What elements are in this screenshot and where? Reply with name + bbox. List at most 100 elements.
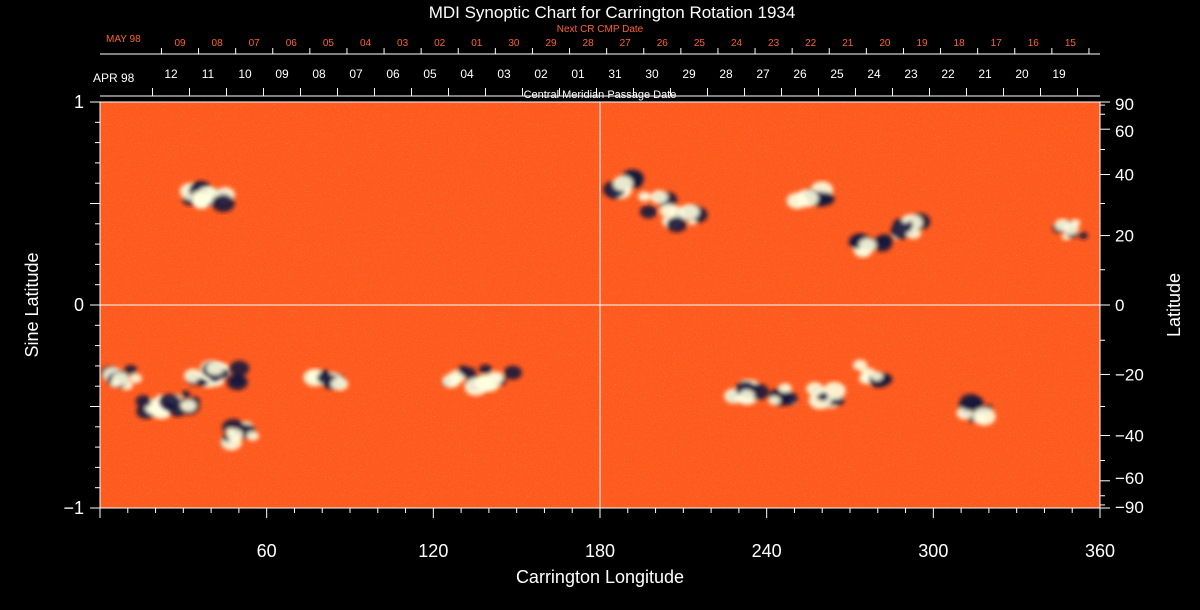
flux-patch xyxy=(246,431,259,441)
x-tick-label: 360 xyxy=(1085,541,1115,561)
active-region xyxy=(159,390,201,417)
next-cmp-date: 06 xyxy=(286,38,298,49)
cmp-dates: 12 11 10 09 08 07 06 05 04 03 02 01 31 30 29 28 27 26 25 24… xyxy=(164,67,1066,81)
flux-patch xyxy=(852,359,868,371)
active-region xyxy=(1052,218,1089,241)
y-left-tick-label: −1 xyxy=(63,498,84,518)
flux-patch xyxy=(481,376,497,389)
flux-patch xyxy=(191,194,209,208)
cmp-date: 04 xyxy=(460,67,474,81)
y-left-axis-label: Sine Latitude xyxy=(22,252,42,357)
flux-patch xyxy=(227,428,243,441)
y-left-tick-label: 0 xyxy=(74,295,84,315)
next-cmp-month-label: MAY 98 xyxy=(106,34,141,45)
cmp-date: 06 xyxy=(386,67,400,81)
next-cmp-date: 08 xyxy=(212,38,224,49)
flux-patch xyxy=(639,205,658,219)
y-right-tick-label: −40 xyxy=(1115,426,1144,445)
cmp-month-label: APR 98 xyxy=(93,71,135,85)
x-tick-label: 180 xyxy=(585,541,615,561)
next-cmp-date: 30 xyxy=(508,38,520,49)
active-region xyxy=(848,233,893,258)
flux-patch xyxy=(613,175,633,191)
cmp-date: 02 xyxy=(534,67,548,81)
next-cmp-date: 24 xyxy=(731,38,743,49)
next-cmp-date: 22 xyxy=(805,38,817,49)
next-cmp-date: 21 xyxy=(842,38,854,49)
next-cmp-date: 29 xyxy=(545,38,557,49)
active-region xyxy=(190,184,235,213)
cmp-date: 19 xyxy=(1052,67,1066,81)
next-cmp-date: 28 xyxy=(583,38,595,49)
flux-patch xyxy=(449,379,457,386)
flux-patch xyxy=(135,395,152,408)
next-cmp-date: 07 xyxy=(249,38,261,49)
flux-patch xyxy=(688,218,697,225)
flux-patch xyxy=(111,372,129,386)
active-regions xyxy=(100,169,1089,451)
cmp-axis-label: Central Meridian Passage Date xyxy=(524,89,677,101)
active-region xyxy=(766,383,798,407)
cmp-date: 22 xyxy=(941,67,955,81)
next-cmp-date: 16 xyxy=(1028,38,1040,49)
flux-patch xyxy=(478,364,493,375)
flux-patch xyxy=(196,377,209,387)
active-region xyxy=(303,368,349,391)
cmp-ticks xyxy=(152,88,1078,96)
flux-patch xyxy=(858,238,877,252)
flux-patch xyxy=(806,382,824,396)
cmp-date: 27 xyxy=(756,67,770,81)
flux-patch xyxy=(768,395,781,406)
cmp-date: 07 xyxy=(349,67,363,81)
cmp-date: 20 xyxy=(1015,67,1029,81)
active-region xyxy=(806,381,846,410)
active-region xyxy=(199,360,250,391)
cmp-date: 23 xyxy=(904,67,918,81)
y-right-ticks: 90 60 40 20 0 −20 −40 −60 −90 xyxy=(1100,95,1144,517)
flux-patch xyxy=(124,364,138,375)
flux-patch xyxy=(211,194,235,213)
flux-patch xyxy=(780,391,798,406)
flux-patch xyxy=(638,191,651,202)
flux-patch xyxy=(739,389,755,402)
next-cmp-date: 15 xyxy=(1065,38,1077,49)
flux-patch xyxy=(229,360,250,376)
next-cmp-date: 02 xyxy=(434,38,446,49)
next-cmp-date: 01 xyxy=(471,38,483,49)
flux-patch xyxy=(871,236,893,252)
next-cmp-date: 20 xyxy=(879,38,891,49)
next-cmp-date: 18 xyxy=(954,38,966,49)
next-cmp-date: 25 xyxy=(694,38,706,49)
active-region xyxy=(100,364,143,391)
flux-patch xyxy=(795,189,819,208)
y-right-tick-label: 20 xyxy=(1115,227,1134,246)
cmp-date: 31 xyxy=(608,67,622,81)
cmp-date: 26 xyxy=(793,67,807,81)
cmp-date: 30 xyxy=(645,67,659,81)
flux-patch xyxy=(679,204,700,220)
flux-patch xyxy=(184,368,203,383)
cmp-date: 28 xyxy=(719,67,733,81)
x-tick-label: 120 xyxy=(418,541,448,561)
flux-patch xyxy=(650,190,668,204)
flux-patch xyxy=(169,405,186,417)
cmp-date: 08 xyxy=(312,67,326,81)
flux-patch xyxy=(870,371,883,381)
flux-patch xyxy=(461,367,476,379)
flux-patch xyxy=(901,216,910,224)
cmp-date: 24 xyxy=(867,67,881,81)
y-left-ticks: 1 0 −1 xyxy=(63,92,100,518)
y-left-tick-label: 1 xyxy=(74,92,84,112)
flux-patch xyxy=(972,407,996,426)
flux-patch xyxy=(231,375,245,386)
x-axis-label: Carrington Longitude xyxy=(516,567,684,587)
flux-patch xyxy=(822,381,846,400)
cmp-date: 09 xyxy=(275,67,289,81)
cmp-date: 12 xyxy=(164,67,178,81)
cmp-date: 29 xyxy=(682,67,696,81)
next-cmp-axis-label: Next CR CMP Date xyxy=(557,24,644,35)
cmp-date: 10 xyxy=(238,67,252,81)
active-region xyxy=(786,181,835,210)
active-region xyxy=(638,190,678,219)
